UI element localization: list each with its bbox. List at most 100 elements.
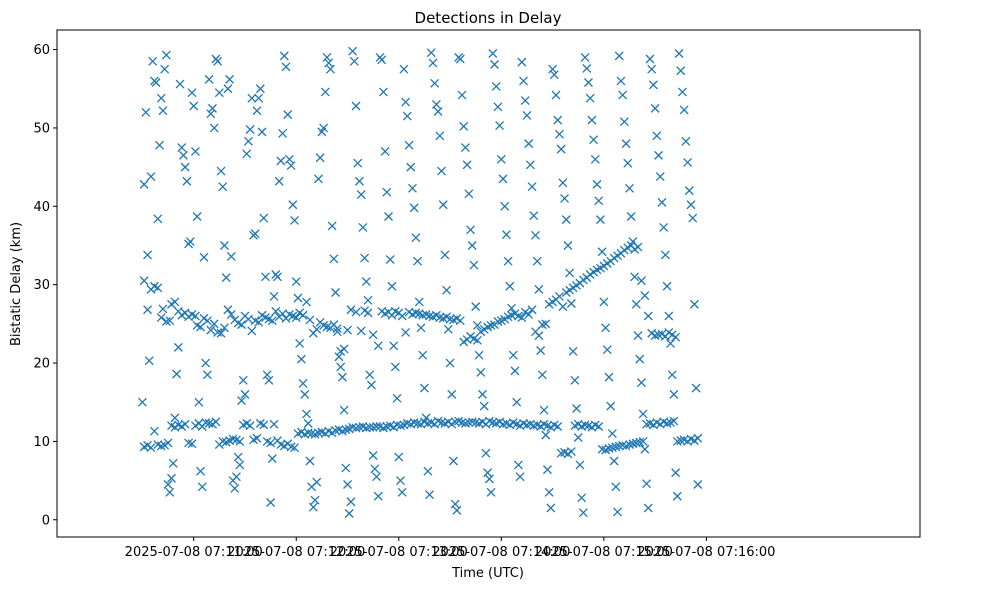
y-tick-label: 0	[42, 513, 50, 528]
data-point	[660, 250, 670, 260]
data-point	[226, 252, 236, 261]
data-point	[664, 311, 674, 321]
data-point	[537, 320, 547, 330]
data-point	[503, 256, 513, 266]
data-point	[279, 51, 289, 61]
data-point	[662, 418, 672, 428]
data-point	[153, 283, 163, 293]
data-point	[247, 93, 257, 103]
data-point	[225, 74, 235, 84]
data-point	[167, 473, 176, 483]
data-point	[672, 491, 682, 501]
data-point	[589, 135, 599, 145]
data-point	[206, 325, 216, 335]
data-point	[284, 154, 294, 164]
data-point	[312, 324, 322, 334]
data-point	[233, 452, 243, 462]
data-point	[633, 331, 643, 341]
data-point	[443, 324, 453, 334]
data-point	[358, 223, 368, 232]
data-point	[642, 479, 652, 489]
data-point	[206, 109, 216, 119]
data-point	[575, 460, 585, 470]
data-point	[254, 317, 264, 327]
data-point	[648, 80, 658, 90]
data-point	[197, 482, 207, 492]
data-point	[674, 49, 684, 58]
data-point	[213, 328, 223, 337]
data-point	[449, 456, 458, 466]
data-point	[411, 308, 421, 318]
data-point	[525, 160, 535, 170]
data-point	[623, 158, 633, 168]
data-point	[572, 404, 581, 413]
data-point	[177, 143, 187, 153]
data-point	[377, 55, 387, 65]
data-point	[243, 314, 253, 324]
data-point	[450, 499, 460, 509]
data-point	[669, 416, 679, 426]
data-point	[163, 438, 173, 448]
data-point	[488, 49, 498, 58]
data-point	[611, 482, 621, 492]
data-point	[361, 277, 371, 287]
data-point	[534, 331, 544, 341]
data-point	[542, 465, 552, 475]
data-point	[137, 397, 147, 407]
data-point	[223, 84, 233, 94]
data-point	[390, 362, 400, 372]
data-point	[413, 256, 423, 266]
data-point	[211, 417, 221, 427]
data-point	[493, 317, 503, 326]
data-point	[587, 115, 597, 125]
data-point	[630, 272, 640, 282]
data-point	[324, 58, 334, 68]
data-point	[524, 139, 534, 149]
data-point	[604, 443, 614, 453]
data-point	[276, 156, 286, 166]
data-point	[662, 281, 672, 291]
data-point	[220, 323, 229, 333]
data-point	[165, 316, 175, 326]
data-point	[671, 468, 681, 478]
data-point	[631, 438, 641, 448]
data-point	[327, 221, 337, 231]
data-point	[325, 64, 335, 74]
data-point	[194, 397, 204, 407]
data-point	[474, 350, 484, 360]
data-point	[286, 161, 296, 171]
data-point	[459, 121, 469, 131]
data-point	[161, 317, 171, 326]
data-point	[143, 250, 153, 260]
data-point	[602, 345, 612, 355]
data-point	[636, 378, 646, 388]
data-point	[155, 140, 164, 150]
data-point	[645, 54, 655, 64]
data-point	[402, 111, 412, 121]
data-point	[614, 441, 624, 451]
data-point	[413, 418, 423, 428]
y-axis: 0 10 20 30 40 50 60	[33, 43, 57, 528]
data-point	[433, 107, 443, 116]
data-point	[570, 375, 580, 385]
data-point	[495, 121, 505, 131]
data-point	[146, 172, 156, 181]
data-point	[407, 183, 417, 193]
data-point	[365, 370, 375, 380]
data-point	[508, 350, 518, 360]
x-tick-label: 2025-07-08 07:16:00	[637, 545, 775, 560]
data-point	[654, 330, 663, 340]
data-point	[616, 76, 626, 86]
data-point	[290, 443, 299, 453]
data-point	[146, 443, 156, 453]
data-point	[517, 57, 527, 67]
data-point	[541, 430, 551, 440]
data-point	[401, 328, 411, 337]
data-point	[302, 409, 311, 419]
data-point	[308, 502, 318, 512]
data-point	[190, 147, 200, 156]
data-point	[184, 438, 194, 448]
data-point	[368, 330, 378, 340]
data-point	[430, 78, 440, 88]
